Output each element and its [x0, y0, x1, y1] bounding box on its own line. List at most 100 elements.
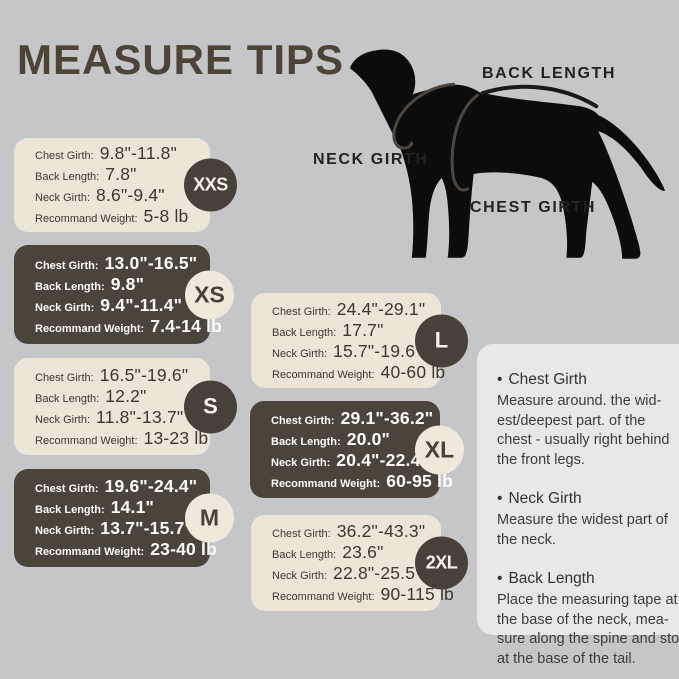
- spec-label: Recommand Weight:: [272, 591, 375, 603]
- size-spec-row: Chest Girth: 19.6"-24.4": [35, 476, 210, 497]
- spec-value: 24.4"-29.1": [336, 298, 426, 319]
- spec-label: Recommand Weight:: [272, 368, 375, 381]
- spec-label: Chest Girth:: [35, 259, 99, 272]
- tip-text-line: the front legs.: [497, 451, 585, 468]
- spec-value: 20.0": [346, 428, 391, 449]
- size-spec-row: Recommand Weight: 40-60 lb: [272, 362, 445, 383]
- size-specs: Chest Girth: 24.4"-29.1" Back Length: 17.7"…: [272, 299, 445, 383]
- spec-label: Recommand Weight:: [35, 546, 145, 558]
- bullet-icon: •: [497, 490, 503, 507]
- spec-label: Neck Girth:: [35, 301, 95, 314]
- tip-heading: • Chest Girth: [497, 371, 587, 388]
- spec-label: Recommand Weight:: [35, 434, 138, 447]
- page-title: MEASURE TIPS: [17, 36, 345, 83]
- size-card-xxs: Chest Girth: 9.8"-11.8" Back Length: 7.8" Ne…: [14, 138, 237, 232]
- tip-body: Measure the widest part of the neck.: [497, 511, 679, 550]
- size-spec-row: Back Length: 23.6": [272, 542, 441, 563]
- size-badge: XS: [185, 270, 234, 319]
- neck-girth-label: NECK GIRTH: [313, 151, 429, 168]
- spec-value: 13.0"-16.5": [104, 252, 198, 273]
- spec-label: Neck Girth:: [35, 525, 95, 537]
- spec-value: 60-95 lb: [386, 470, 453, 491]
- tip-text-line: chest - usually right behind: [497, 432, 670, 448]
- size-card-s: Chest Girth: 16.5"-19.6" Back Length: 12.2"…: [14, 358, 237, 455]
- size-spec-row: Neck Girth: 9.4"-11.4": [35, 295, 210, 316]
- spec-value: 16.5"-19.6": [99, 364, 189, 385]
- measuring-tips-panel: • Chest Girth Measure around. the wid-est…: [477, 344, 679, 667]
- size-spec-row: Neck Girth: 8.6"-9.4": [35, 185, 210, 206]
- size-specs: Chest Girth: 29.1"-36.2" Back Length: 20.0"…: [271, 408, 453, 492]
- spec-value: 7.8": [105, 164, 137, 184]
- size-spec-row: Back Length: 12.2": [35, 386, 210, 407]
- size-spec-row: Neck Girth: 20.4"-22.4": [271, 450, 440, 471]
- spec-label: Chest Girth:: [35, 483, 99, 495]
- dog-silhouette-illustration: [349, 49, 666, 259]
- size-spec-row: Recommand Weight: 13-23 lb: [35, 428, 210, 449]
- size-card-2xl: Chest Girth: 36.2"-43.3" Back Length: 23.6"…: [251, 515, 468, 611]
- size-badge: XL: [415, 425, 464, 474]
- spec-label: Back Length:: [272, 326, 337, 339]
- spec-value: 13.7"-15.7": [100, 518, 194, 538]
- back-length-arc: [480, 84, 599, 109]
- tip-text-line: Measure the widest part of: [497, 512, 668, 528]
- spec-label: Neck Girth:: [271, 456, 331, 469]
- size-spec-row: Recommand Weight: 5-8 lb: [35, 206, 210, 227]
- spec-label: Chest Girth:: [272, 305, 331, 318]
- size-card-xl: Chest Girth: 29.1"-36.2" Back Length: 20.0"…: [250, 401, 464, 498]
- spec-value: 40-60 lb: [380, 361, 446, 382]
- spec-label: Neck Girth:: [35, 192, 91, 204]
- spec-value: 8.6"-9.4": [96, 185, 165, 205]
- size-badge: L: [415, 314, 468, 367]
- chest-girth-loop: [450, 93, 480, 192]
- spec-value: 19.6"-24.4": [104, 476, 198, 496]
- size-spec-row: Back Length: 9.8": [35, 274, 210, 295]
- spec-label: Chest Girth:: [35, 150, 94, 162]
- spec-value: 9.4"-11.4": [100, 294, 183, 315]
- spec-value: 17.7": [342, 319, 384, 340]
- spec-label: Recommand Weight:: [35, 213, 138, 225]
- spec-value: 22.8"-25.5": [333, 563, 422, 583]
- size-spec-row: Recommand Weight: 7.4-14 lb: [35, 316, 222, 337]
- spec-value: 13-23 lb: [143, 427, 209, 448]
- size-card-l: Chest Girth: 24.4"-29.1" Back Length: 17.7"…: [251, 293, 468, 388]
- spec-value: 5-8 lb: [143, 206, 189, 226]
- tip-heading: • Neck Girth: [497, 490, 582, 507]
- tip-text-line: Place the measuring tape at: [497, 592, 678, 608]
- spec-label: Neck Girth:: [272, 570, 328, 582]
- size-spec-row: Recommand Weight: 90-115 lb: [272, 584, 454, 605]
- spec-value: 36.2"-43.3": [336, 521, 426, 541]
- spec-value: 23.6": [342, 542, 384, 562]
- spec-label: Neck Girth:: [35, 413, 91, 426]
- size-spec-row: Chest Girth: 29.1"-36.2": [271, 408, 440, 429]
- size-badge: M: [185, 493, 234, 543]
- size-specs: Chest Girth: 9.8"-11.8" Back Length: 7.8" Ne…: [35, 143, 210, 227]
- size-specs: Chest Girth: 19.6"-24.4" Back Length: 14.1"…: [35, 476, 217, 560]
- spec-label: Chest Girth:: [271, 414, 335, 427]
- tip-text-line: the neck.: [497, 531, 556, 548]
- spec-label: Recommand Weight:: [271, 477, 381, 490]
- spec-label: Recommand Weight:: [35, 322, 145, 335]
- size-spec-row: Back Length: 20.0": [271, 429, 440, 450]
- size-spec-row: Chest Girth: 24.4"-29.1": [272, 299, 441, 320]
- spec-value: 23-40 lb: [150, 539, 217, 559]
- size-spec-row: Chest Girth: 36.2"-43.3": [272, 521, 441, 542]
- size-spec-row: Neck Girth: 22.8"-25.5": [272, 563, 441, 584]
- size-card-m: Chest Girth: 19.6"-24.4" Back Length: 14.1"…: [14, 469, 234, 567]
- bullet-icon: •: [497, 371, 503, 388]
- tip-text-line: sure along the spine and stop: [497, 631, 679, 647]
- size-spec-row: Neck Girth: 11.8"-13.7": [35, 407, 210, 428]
- spec-label: Back Length:: [271, 435, 341, 448]
- size-badge: XXS: [184, 158, 237, 212]
- spec-value: 9.8": [110, 273, 145, 294]
- tip-text-line: Measure around. the wid-: [497, 393, 662, 409]
- spec-value: 15.7"-19.6": [333, 340, 422, 361]
- tip-heading: • Back Length: [497, 570, 595, 587]
- size-spec-row: Chest Girth: 13.0"-16.5": [35, 253, 210, 274]
- size-spec-row: Recommand Weight: 60-95 lb: [271, 471, 453, 492]
- spec-value: 11.8"-13.7": [96, 406, 184, 427]
- size-spec-row: Chest Girth: 16.5"-19.6": [35, 365, 210, 386]
- spec-label: Back Length:: [35, 171, 100, 183]
- size-badge: S: [184, 380, 237, 433]
- tip-body: Measure around. the wid-est/deepest part…: [497, 392, 679, 470]
- tip-text-line: est/deepest part. of the: [497, 412, 646, 429]
